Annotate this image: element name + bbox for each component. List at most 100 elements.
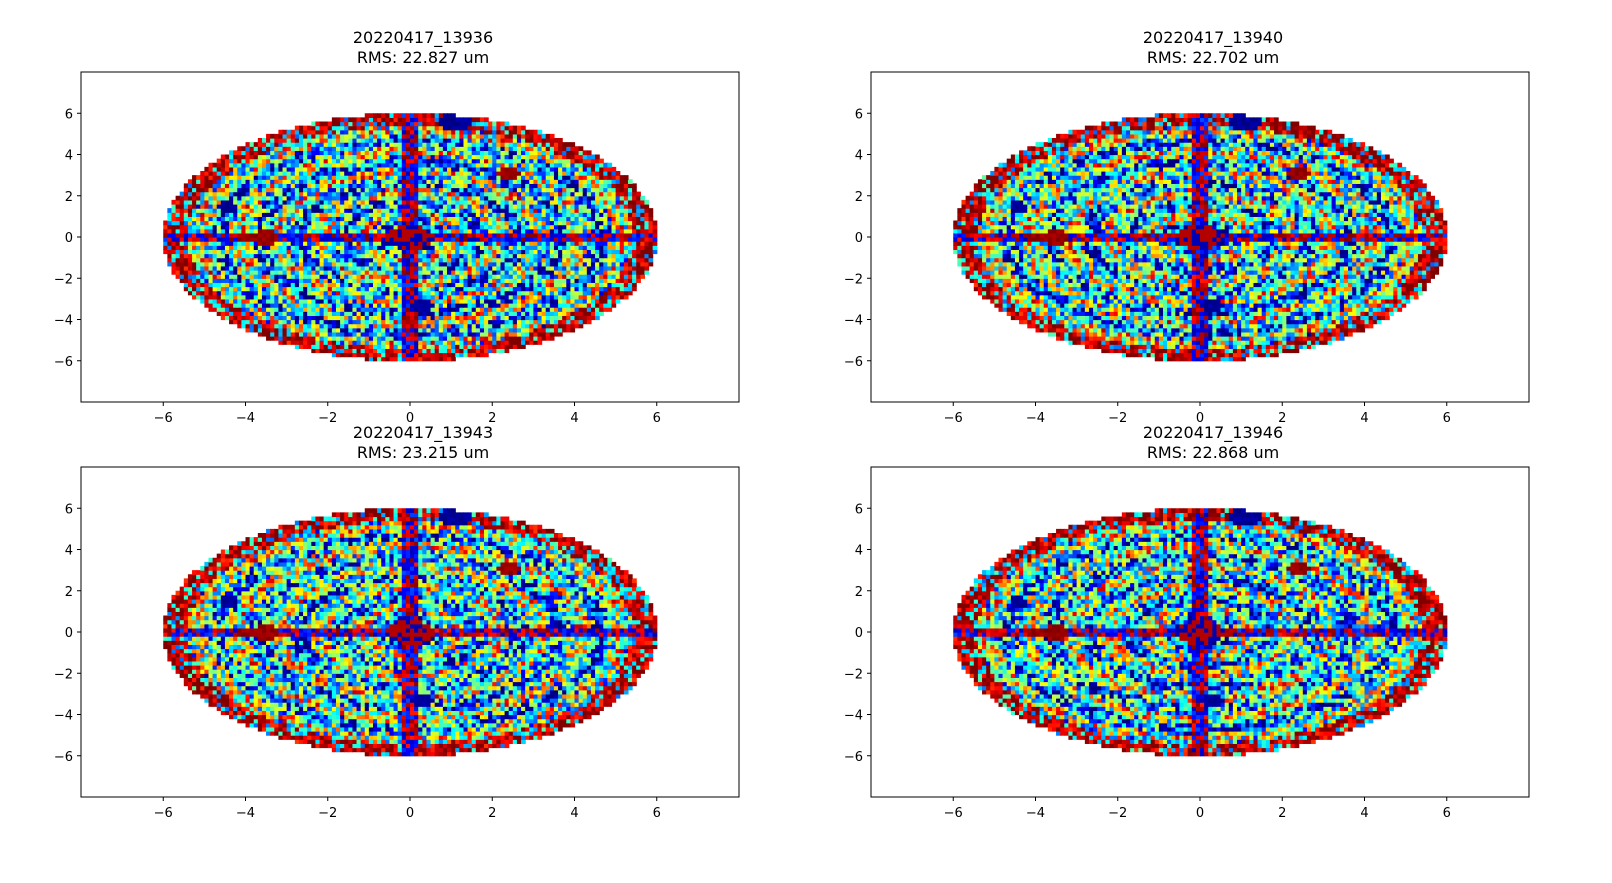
- heatmap-cell: [504, 286, 510, 292]
- heatmap-cell: [290, 265, 296, 271]
- heatmap-cell: [426, 290, 432, 296]
- heatmap-cell: [590, 294, 596, 300]
- heatmap-cell: [422, 282, 428, 288]
- heatmap-cell: [319, 282, 325, 288]
- heatmap-cell: [648, 220, 654, 226]
- heatmap-cell: [541, 270, 547, 275]
- heatmap-cell: [488, 265, 493, 271]
- heatmap-cell: [426, 253, 432, 259]
- heatmap-cell: [471, 331, 477, 337]
- heatmap-cell: [266, 249, 271, 255]
- heatmap-cell: [286, 261, 292, 267]
- heatmap-cell: [401, 158, 407, 164]
- heatmap-cell: [224, 265, 230, 271]
- heatmap-cell: [553, 183, 559, 189]
- heatmap-cell: [607, 278, 613, 283]
- heatmap-cell: [422, 187, 428, 193]
- heatmap-cell: [311, 290, 317, 296]
- heatmap-cell: [381, 282, 386, 288]
- heatmap-cell: [484, 199, 489, 205]
- heatmap-cell: [352, 199, 358, 205]
- heatmap-cell: [484, 352, 489, 358]
- heatmap-cell: [537, 158, 543, 164]
- heatmap-cell: [438, 315, 444, 321]
- heatmap-cell: [397, 290, 403, 296]
- heatmap-cell: [368, 208, 374, 213]
- heatmap-cell: [455, 232, 460, 238]
- heatmap-cell: [541, 278, 547, 283]
- heatmap-cell: [562, 171, 567, 176]
- heatmap-cell: [410, 327, 415, 333]
- heatmap-cell: [286, 195, 292, 201]
- heatmap-cell: [537, 212, 543, 217]
- heatmap-cell: [335, 199, 341, 205]
- heatmap-cell: [393, 290, 399, 296]
- heatmap-cell: [488, 286, 493, 292]
- heatmap-cell: [479, 183, 485, 189]
- heatmap-cell: [533, 298, 539, 304]
- heatmap-cell: [504, 303, 510, 308]
- heatmap-cell: [496, 265, 502, 271]
- heatmap-cell: [545, 265, 551, 271]
- heatmap-cell: [590, 171, 596, 176]
- heatmap-cell: [282, 290, 288, 296]
- heatmap-cell: [549, 290, 555, 296]
- heatmap-cell: [574, 195, 580, 201]
- heatmap-cell: [372, 348, 378, 354]
- heatmap-cell: [479, 220, 485, 226]
- heatmap-cell: [599, 294, 604, 300]
- heatmap-cell: [512, 282, 518, 288]
- heatmap-cell: [385, 183, 391, 189]
- heatmap-cell: [537, 270, 543, 275]
- heatmap-cell: [216, 191, 222, 197]
- heatmap-cell: [615, 270, 621, 275]
- heatmap-cell: [467, 191, 473, 197]
- heatmap-cell: [307, 319, 312, 325]
- heatmap-cell: [479, 336, 485, 341]
- heatmap-cell: [603, 261, 608, 267]
- heatmap-cell: [484, 278, 489, 283]
- heatmap-cell: [282, 158, 288, 164]
- heatmap-cell: [488, 249, 493, 255]
- heatmap-cell: [533, 224, 539, 230]
- heatmap-cell: [574, 191, 580, 197]
- heatmap-cell: [237, 249, 242, 255]
- heatmap-cell: [545, 216, 551, 222]
- heatmap-cell: [356, 274, 362, 279]
- heatmap-cell: [290, 187, 296, 193]
- heatmap-cell: [303, 179, 308, 184]
- heatmap-cell: [537, 179, 543, 184]
- heatmap-cell: [229, 199, 234, 205]
- heatmap-cell: [484, 216, 489, 222]
- heatmap-cell: [562, 187, 567, 193]
- heatmap-cell: [307, 257, 312, 263]
- heatmap-cell: [459, 348, 465, 354]
- heatmap-cell: [335, 336, 341, 341]
- heatmap-cell: [533, 187, 539, 193]
- heatmap-cell: [570, 274, 576, 279]
- heatmap-cell: [566, 257, 571, 263]
- heatmap-cell: [245, 315, 251, 321]
- heatmap-cell: [401, 228, 407, 234]
- heatmap-cell: [381, 253, 386, 259]
- heatmap-cell: [537, 253, 543, 259]
- heatmap-cell: [463, 323, 469, 329]
- heatmap-cell: [237, 204, 242, 209]
- heatmap-cell: [290, 336, 296, 341]
- heatmap-cell: [521, 183, 526, 189]
- heatmap-cell: [578, 311, 584, 316]
- heatmap-cell: [257, 253, 263, 259]
- heatmap-cell: [549, 191, 555, 197]
- heatmap-cell: [360, 265, 366, 271]
- heatmap-cell: [397, 175, 403, 180]
- heatmap-cell: [405, 166, 411, 172]
- heatmap-cell: [397, 158, 403, 164]
- heatmap-cell: [418, 175, 423, 180]
- heatmap-cell: [475, 228, 481, 234]
- heatmap-cell: [183, 282, 189, 288]
- heatmap-cell: [266, 195, 271, 201]
- heatmap-cell: [611, 228, 617, 234]
- heatmap-cell: [545, 315, 551, 321]
- heatmap-cell: [442, 270, 448, 275]
- heatmap-cell: [459, 187, 465, 193]
